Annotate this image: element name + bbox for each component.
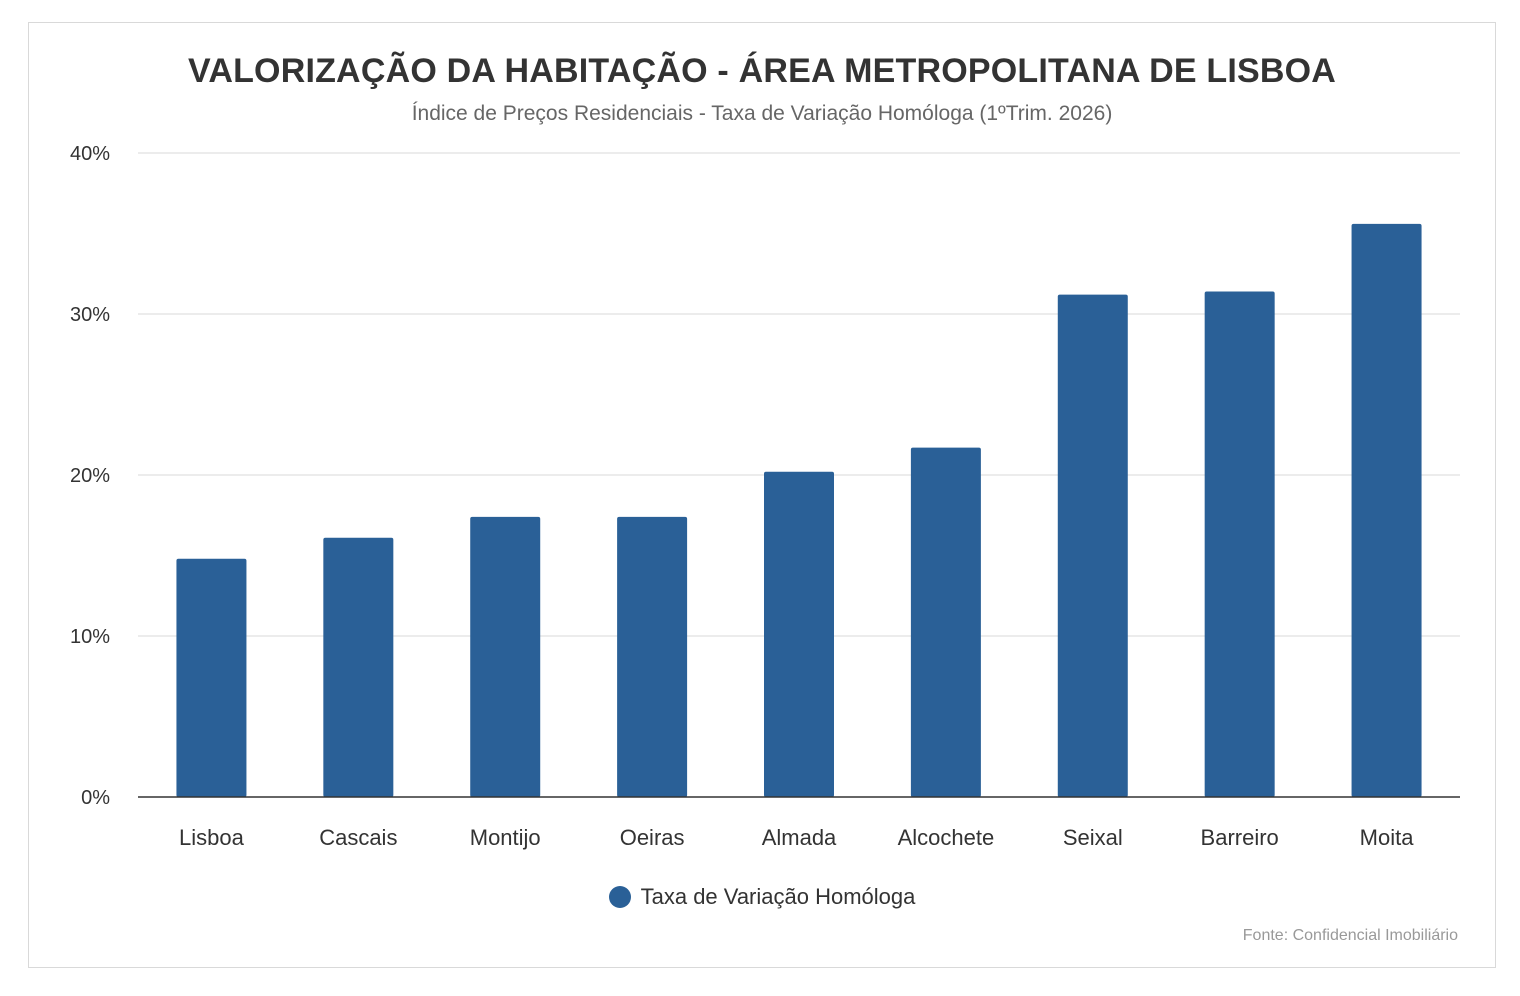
- source-note: Fonte: Confidencial Imobiliário: [1242, 927, 1458, 944]
- legend[interactable]: Taxa de Variação Homóloga: [0, 884, 1520, 910]
- x-tick-label: Moita: [1360, 825, 1415, 850]
- bar-lisboa[interactable]: [176, 558, 247, 797]
- x-axis-ticks: Lisboa Cascais Montijo Oeiras Almada Alcochet…: [179, 825, 1414, 850]
- x-tick-label: Montijo: [470, 825, 541, 850]
- bar-montijo[interactable]: [470, 516, 541, 797]
- y-axis-ticks: 0% 10% 20% 30% 40%: [70, 143, 110, 809]
- bar-barreiro[interactable]: [1204, 291, 1275, 797]
- x-tick-label: Cascais: [319, 825, 397, 850]
- y-tick-label: 40%: [70, 143, 110, 165]
- y-tick-label: 10%: [70, 626, 110, 648]
- chart-subtitle: Índice de Preços Residenciais - Taxa de …: [411, 102, 1113, 125]
- x-tick-label: Almada: [762, 825, 837, 850]
- bars: [176, 223, 1422, 798]
- y-tick-label: 0%: [81, 787, 110, 809]
- x-tick-label: Lisboa: [179, 825, 245, 850]
- legend-marker: [608, 886, 631, 908]
- bar-almada[interactable]: [764, 471, 834, 797]
- x-tick-label: Oeiras: [620, 825, 685, 850]
- bar-alcochete[interactable]: [910, 447, 981, 797]
- bar-cascais[interactable]: [323, 537, 394, 797]
- x-tick-label: Seixal: [1063, 825, 1123, 850]
- x-tick-label: Alcochete: [898, 825, 995, 850]
- y-tick-label: 30%: [70, 304, 110, 326]
- y-tick-label: 20%: [70, 465, 110, 487]
- chart-title: VALORIZAÇÃO DA HABITAÇÃO - ÁREA METROPOL…: [187, 52, 1337, 90]
- bar-oeiras[interactable]: [617, 516, 688, 797]
- bar-moita[interactable]: [1351, 223, 1422, 798]
- bar-seixal[interactable]: [1057, 294, 1128, 797]
- x-tick-label: Barreiro: [1201, 825, 1279, 850]
- legend-label: Taxa de Variação Homóloga: [640, 884, 916, 909]
